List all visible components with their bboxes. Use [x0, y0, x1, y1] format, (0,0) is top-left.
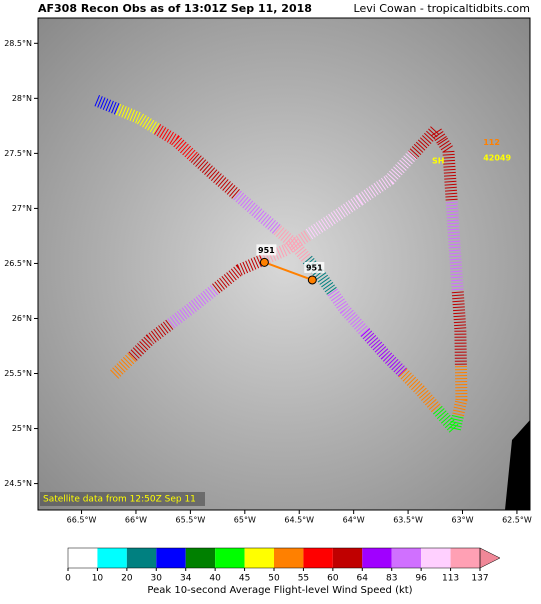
- colorbar-swatch: [156, 548, 186, 568]
- colorbar-tick-label: 83: [386, 574, 397, 584]
- wind-barbs: [166, 285, 219, 330]
- wind-barbs: [233, 190, 282, 235]
- colorbar-swatch: [68, 548, 98, 568]
- colorbar-extend: [479, 547, 501, 569]
- colorbar-swatch: [215, 548, 245, 568]
- wind-barbs: [154, 124, 199, 163]
- lon-tick-label: 62.5°W: [502, 516, 532, 525]
- lat-tick-label: 26°N: [12, 314, 32, 323]
- credit: Levi Cowan - tropicaltidbits.com: [354, 2, 530, 15]
- wind-barbs: [109, 352, 137, 379]
- colorbar-swatch: [362, 548, 392, 568]
- image-edge: [505, 420, 530, 510]
- center-line: [264, 261, 313, 281]
- colorbar-tick-label: 34: [180, 574, 192, 584]
- wind-barbs: [327, 288, 370, 337]
- caption-bg: [40, 492, 205, 506]
- lat-tick-label: 26.5°N: [4, 259, 32, 268]
- colorbar-tick-label: 45: [239, 574, 250, 584]
- map-layer: 66.5°W 66°W 65.5°W 65°W 64.5°W 64°W 63.5°W 63°W…: [4, 39, 532, 525]
- lon-tick-label: 64.5°W: [284, 516, 314, 525]
- colorbar-swatch: [303, 548, 333, 568]
- colorbar-tick-label: 60: [327, 574, 339, 584]
- wind-barbs: [452, 364, 468, 417]
- lon-tick-label: 66.5°W: [67, 516, 97, 525]
- colorbar-label: Peak 10-second Average Flight-level Wind…: [147, 585, 412, 596]
- center-fix: [307, 275, 317, 285]
- center-fix: [259, 257, 269, 267]
- wind-barbs: [210, 254, 265, 295]
- annotation: 112: [483, 138, 500, 147]
- colorbar-tick-label: 64: [357, 574, 369, 584]
- colorbar-tick-label: 10: [92, 574, 104, 584]
- colorbar-swatch: [274, 548, 304, 568]
- colorbar-tick-label: 0: [65, 574, 71, 584]
- colorbar-swatch: [97, 548, 127, 568]
- wind-barbs: [360, 328, 407, 377]
- lon-tick-label: 66°W: [125, 516, 147, 525]
- colorbar-tick-label: 113: [442, 574, 459, 584]
- colorbar-tick-label: 20: [121, 574, 133, 584]
- colorbar-tick-label: 30: [151, 574, 163, 584]
- colorbar-swatch: [421, 548, 451, 568]
- caption: Satellite data from 12:50Z Sep 11: [43, 495, 196, 505]
- lon-tick-label: 63°W: [451, 516, 473, 525]
- lon-tick-label: 65°W: [234, 516, 256, 525]
- colorbar-tick-label: 137: [471, 574, 488, 584]
- colorbar-tick-label: 50: [268, 574, 280, 584]
- annotation: SH: [432, 157, 444, 166]
- colorbar-tick-label: 40: [209, 574, 221, 584]
- lat-tick-label: 25.5°N: [4, 369, 32, 378]
- wind-barbs: [445, 199, 464, 291]
- colorbar-swatch: [450, 548, 480, 568]
- colorbar-swatch: [332, 548, 363, 568]
- pressure-label: 951: [306, 263, 323, 272]
- colorbar-swatch: [126, 548, 157, 568]
- colorbar-tick-label: 55: [298, 574, 309, 584]
- colorbar-swatch: [391, 548, 422, 568]
- wind-barbs: [408, 120, 447, 160]
- lat-tick-label: 27°N: [12, 204, 32, 213]
- lat-tick-label: 27.5°N: [4, 149, 32, 158]
- title: AF308 Recon Obs as of 13:01Z Sep 11, 201…: [38, 2, 312, 15]
- satellite-image: [37, 17, 531, 511]
- pressure-label: 951: [258, 246, 275, 255]
- lon-tick-label: 63.5°W: [393, 516, 423, 525]
- lon-tick-label: 64°W: [343, 516, 365, 525]
- colorbar-swatch: [185, 548, 216, 568]
- wind-barbs: [432, 405, 465, 443]
- wind-barbs: [127, 319, 174, 362]
- lat-tick-label: 28.5°N: [4, 39, 32, 48]
- colorbar-tick-label: 96: [415, 574, 427, 584]
- colorbar: 0 10 20 30 34 40 45 50 55 60 64 83 96 113 137: [65, 547, 501, 584]
- annotation: 42049: [483, 153, 511, 162]
- lat-tick-label: 28°N: [12, 94, 32, 103]
- wind-barbs: [94, 95, 121, 115]
- colorbar-swatch: [244, 548, 274, 568]
- pressure-bg: [256, 244, 277, 256]
- pressure-bg: [304, 261, 325, 273]
- wind-barbs: [398, 368, 442, 414]
- wind-barbs: [304, 195, 364, 241]
- lat-tick-label: 24.5°N: [4, 479, 32, 488]
- lat-tick-label: 25°N: [12, 424, 32, 433]
- wind-barbs: [356, 150, 417, 206]
- lon-tick-label: 65.5°W: [176, 516, 206, 525]
